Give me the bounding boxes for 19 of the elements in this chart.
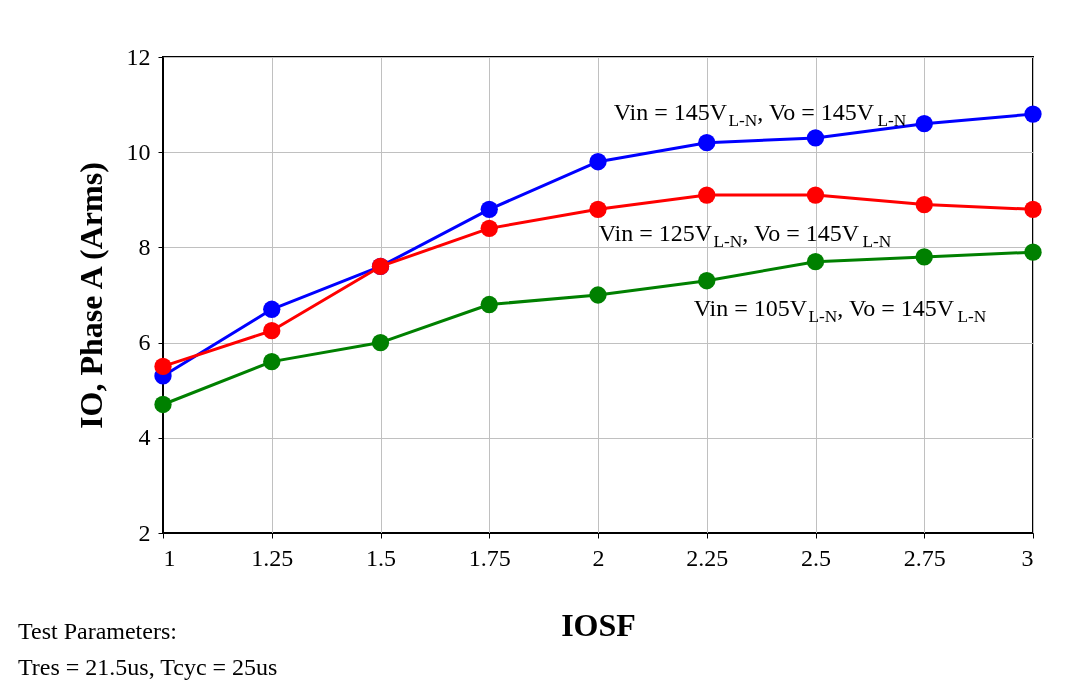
x-tick-label: 2 bbox=[592, 544, 605, 571]
text: Test Parameters: bbox=[18, 618, 177, 644]
x-tick-label: 1.5 bbox=[366, 544, 396, 571]
x-tick-label: 2.5 bbox=[801, 544, 831, 571]
y-tick-label: 2 bbox=[138, 519, 151, 546]
x-tick-label: 2.75 bbox=[903, 544, 946, 571]
x-tick-label: 3 bbox=[1021, 544, 1034, 571]
text: Tres = 21.5us, Tcyc = 25us bbox=[18, 654, 278, 680]
y-tick-label: 4 bbox=[138, 424, 151, 451]
x-tick-label: 1.75 bbox=[468, 544, 511, 571]
x-axis-title: IOSF bbox=[561, 606, 636, 643]
y-tick-label: 8 bbox=[138, 233, 151, 260]
y-tick-label: 6 bbox=[138, 329, 151, 356]
y-tick-label: 12 bbox=[126, 43, 151, 70]
y-axis-title: IO, Phase A (Arms) bbox=[72, 162, 109, 429]
y-tick-label: 10 bbox=[126, 138, 151, 165]
x-tick-label: 2.25 bbox=[686, 544, 729, 571]
x-tick-label: 1.25 bbox=[251, 544, 294, 571]
x-tick-label: 1 bbox=[163, 544, 176, 571]
